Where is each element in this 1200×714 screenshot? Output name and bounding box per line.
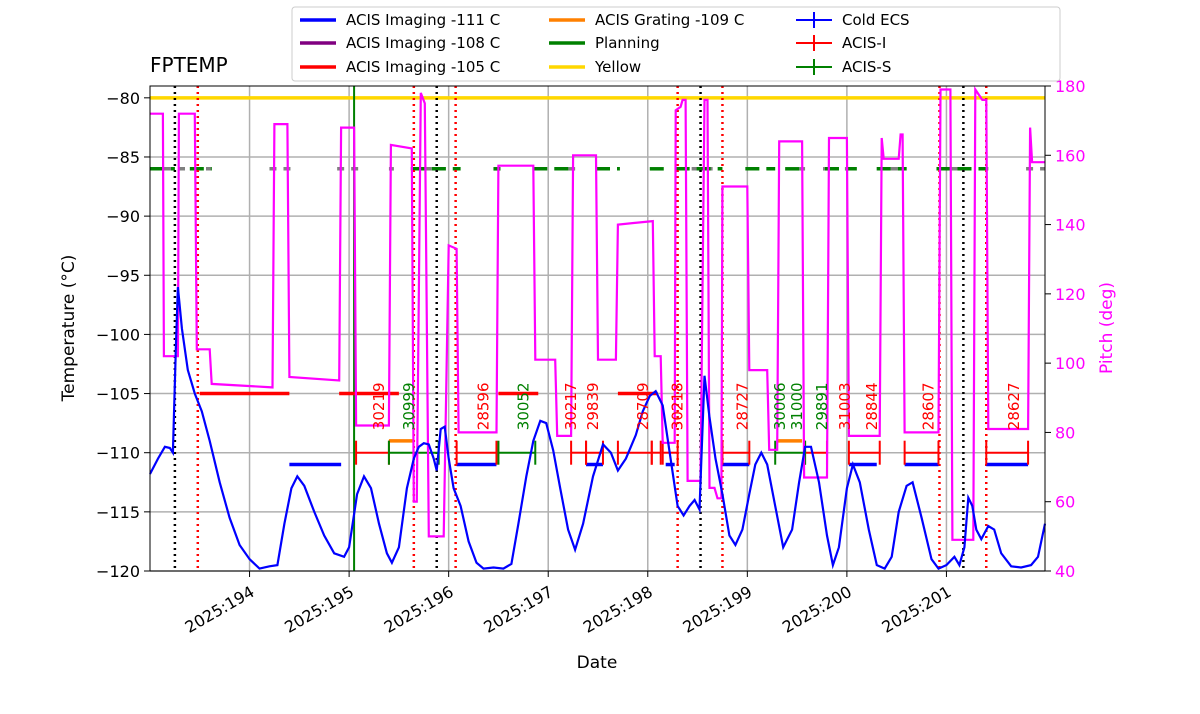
legend-label-7: ACIS-I — [842, 34, 886, 52]
x-axis-label: Date — [577, 653, 618, 673]
obsid-label-14: 28607 — [920, 382, 938, 430]
legend-item-7: ACIS-I — [796, 34, 886, 52]
legend-label-1: ACIS Imaging -108 C — [346, 34, 500, 52]
obsid-label-8: 28727 — [733, 382, 751, 430]
pitch-tick-label-2: 80 — [1055, 423, 1075, 442]
obsid-label-0: 30219 — [370, 382, 388, 430]
series-layer: 30219 30999 28596 30052 30217 29839 28709 30218… — [149, 85, 1047, 571]
obsid-label-15: 28627 — [1005, 382, 1023, 430]
acis-i-errorbar-1 — [455, 440, 498, 465]
legend-label-2: ACIS Imaging -105 C — [346, 58, 500, 76]
pitch-tick-label-3: 100 — [1055, 354, 1086, 373]
legend-label-6: Cold ECS — [842, 11, 910, 29]
y-tick-label-4: −100 — [96, 325, 140, 344]
legend-item-0: ACIS Imaging -111 C — [300, 11, 500, 29]
legend-item-1: ACIS Imaging -108 C — [300, 34, 500, 52]
obsid-label-12: 31003 — [836, 382, 854, 430]
legend-item-2: ACIS Imaging -105 C — [300, 58, 500, 76]
obsid-label-5: 29839 — [584, 382, 602, 430]
legend-label-5: Yellow — [594, 58, 641, 76]
pitch-tick-label-0: 40 — [1055, 562, 1075, 581]
chart-title: FPTEMP — [150, 53, 228, 77]
obsid-label-11: 29891 — [813, 382, 831, 430]
y-tick-label-8: −120 — [96, 562, 140, 581]
legend-item-5: Yellow — [549, 58, 641, 76]
pitch-tick-label-4: 120 — [1055, 285, 1086, 304]
plot-frame — [149, 85, 1046, 572]
legend: ACIS Imaging -111 C ACIS Imaging -108 C AC… — [291, 6, 1061, 82]
pitch-tick-label-5: 140 — [1055, 216, 1086, 235]
legend-box — [291, 6, 1061, 82]
obsid-label-2: 28596 — [475, 382, 493, 430]
legend-item-8: ACIS-S — [796, 58, 891, 76]
obsid-label-10: 31000 — [788, 382, 806, 430]
legend-label-0: ACIS Imaging -111 C — [346, 11, 500, 29]
obsid-label-1: 30999 — [400, 382, 418, 430]
legend-label-4: Planning — [595, 34, 660, 52]
pitch-tick-label-1: 60 — [1055, 493, 1075, 512]
legend-label-3: ACIS Grating -109 C — [595, 11, 744, 29]
pitch-axis-label: Pitch (deg) — [1097, 282, 1117, 374]
fptemp-line — [149, 286, 1047, 571]
obsid-label-7: 30218 — [669, 382, 687, 430]
pitch-tick-label-7: 180 — [1055, 77, 1086, 96]
pitch-line — [150, 85, 1045, 541]
y-tick-label-2: −90 — [106, 207, 140, 226]
y-tick-label-6: −110 — [96, 444, 140, 463]
legend-item-3: ACIS Grating -109 C — [549, 11, 744, 29]
acis-i-errorbar-11 — [985, 440, 1030, 465]
obsid-label-9: 30006 — [771, 382, 789, 430]
obsid-label-4: 30217 — [562, 382, 580, 430]
obsid-label-6: 28709 — [634, 382, 652, 430]
legend-label-8: ACIS-S — [842, 58, 891, 76]
y-tick-label-7: −115 — [96, 503, 140, 522]
y-tick-label-3: −95 — [106, 266, 140, 285]
pitch-tick-label-6: 160 — [1055, 146, 1086, 165]
y-axis-label: Temperature (°C) — [59, 255, 79, 403]
acis-i-errorbar-10 — [903, 440, 940, 465]
legend-item-4: Planning — [549, 34, 660, 52]
acis-i-errorbar-5 — [650, 440, 662, 465]
y-tick-label-0: −80 — [106, 89, 140, 108]
acis-s-errorbar-1 — [497, 440, 537, 465]
obsid-label-3: 30052 — [514, 382, 532, 430]
acis-i-errorbar-9 — [847, 440, 881, 465]
obsid-label-13: 28844 — [863, 382, 881, 430]
legend-item-6: Cold ECS — [796, 11, 910, 29]
y-tick-label-5: −105 — [96, 385, 140, 404]
y-tick-label-1: −85 — [106, 148, 140, 167]
